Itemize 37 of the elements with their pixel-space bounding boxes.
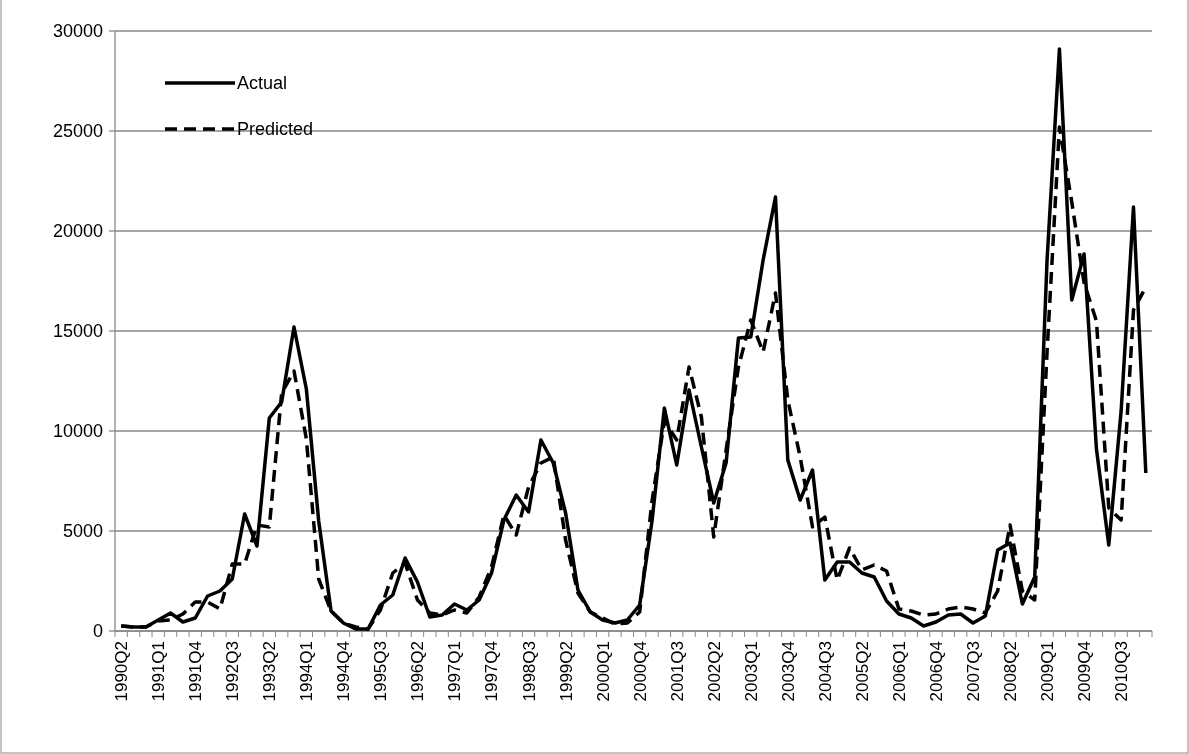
x-tick-label: 2008Q2 [1000,641,1020,702]
y-tick-label: 5000 [62,521,103,542]
x-tick-label: 2005Q2 [852,641,872,702]
y-tick-label: 0 [92,621,103,642]
x-tick-label: 1999Q2 [556,641,576,702]
x-tick-label: 1998Q3 [519,641,539,702]
x-tick-label: 1992Q3 [223,641,243,702]
x-tick-label: 2006Q1 [889,641,909,702]
x-tick-label: 1997Q4 [482,641,502,702]
x-tick-label: 2001Q3 [667,641,687,702]
x-tick-label: 1997Q1 [445,641,465,702]
y-tick-label: 30000 [52,21,103,42]
y-tick-label: 20000 [52,221,103,242]
x-tick-label: 2002Q2 [704,641,724,702]
x-tick-label: 1990Q2 [112,641,132,702]
legend-label: Predicted [237,119,314,140]
x-tick-label: 2003Q1 [741,641,761,702]
x-tick-label: 1996Q2 [408,641,428,702]
x-tick-label: 2010Q3 [1112,641,1132,702]
x-tick-label: 2007Q3 [963,641,983,702]
x-tick-label: 1991Q1 [149,641,169,702]
y-tick-label: 15000 [52,321,103,342]
x-tick-label: 2003Q4 [778,641,798,702]
x-tick-label: 1995Q3 [371,641,391,702]
x-tick-label: 2000Q1 [593,641,613,702]
x-tick-label: 2009Q1 [1038,641,1058,702]
x-tick-label: 2006Q4 [926,641,946,702]
x-tick-label: 1994Q1 [297,641,317,702]
legend-label: Actual [237,73,288,94]
x-tick-label: 2009Q4 [1075,641,1095,702]
x-tick-label: 2000Q4 [630,641,650,702]
y-tick-label: 10000 [52,421,103,442]
x-tick-label: 1991Q4 [186,641,206,702]
x-tick-label: 2004Q3 [815,641,835,702]
x-tick-label: 1994Q4 [334,641,354,702]
y-tick-label: 25000 [52,121,103,142]
x-tick-label: 1993Q2 [260,641,280,702]
